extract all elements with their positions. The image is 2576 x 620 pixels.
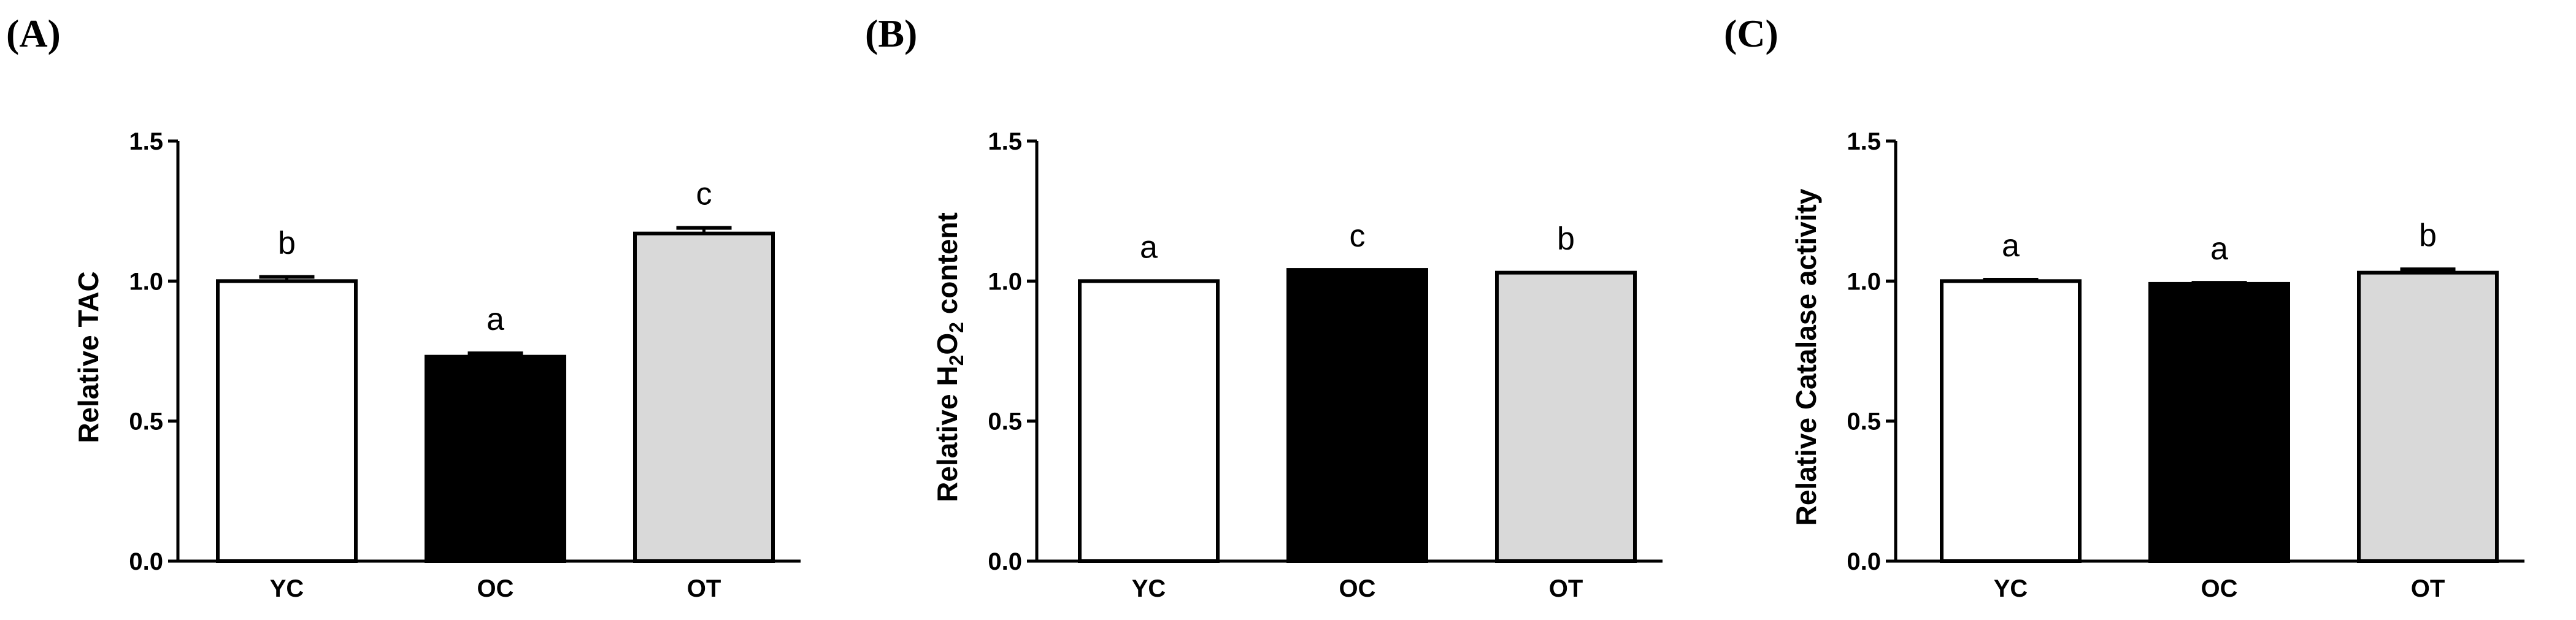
significance-letter: a xyxy=(486,302,504,337)
y-tick-label: 0.0 xyxy=(988,548,1022,575)
y-tick-label: 1.5 xyxy=(1847,128,1881,155)
bar xyxy=(1940,279,2082,563)
significance-letter: c xyxy=(696,177,712,212)
panel-a: (A) 0.0 0.5 1.0 1.5 b YC a OC c OT Relative TAC xyxy=(0,0,859,620)
chart-b: 0.0 0.5 1.0 1.5 a YC c OC b OT Relative H2O2 conte… xyxy=(931,128,1663,602)
panel-letter: (C) xyxy=(1724,12,1778,55)
bar xyxy=(425,354,566,564)
x-tick-label: OT xyxy=(1549,575,1583,602)
y-axis-label: Relative Catalase activity xyxy=(1790,188,1822,526)
x-tick-label: YC xyxy=(1994,575,2028,602)
bar xyxy=(216,279,358,563)
significance-letter: b xyxy=(2419,218,2437,253)
y-tick-label: 1.0 xyxy=(988,268,1022,295)
x-tick-label: YC xyxy=(1132,575,1166,602)
y-tick-label: 0.0 xyxy=(1847,548,1881,575)
bar xyxy=(1495,270,1637,563)
bar xyxy=(2148,281,2290,563)
y-tick-label: 0.5 xyxy=(988,408,1022,435)
y-tick-label: 1.5 xyxy=(129,128,163,155)
y-tick-label: 0.5 xyxy=(129,408,163,435)
panel-letter: (B) xyxy=(865,12,918,55)
panel-c: (C) 0.0 0.5 1.0 1.5 a YC a OC b OT Relative Catala… xyxy=(1718,0,2576,620)
x-tick-label: OT xyxy=(2411,575,2445,602)
significance-letter: b xyxy=(1557,221,1575,257)
significance-letter: a xyxy=(2210,231,2228,267)
y-tick-label: 0.0 xyxy=(129,548,163,575)
chart-a: 0.0 0.5 1.0 1.5 b YC a OC c OT Relative TAC xyxy=(72,128,801,602)
x-tick-label: OC xyxy=(477,575,514,602)
bar xyxy=(1078,279,1220,563)
panel-b: (B) 0.0 0.5 1.0 1.5 a YC c OC b OT Relative H2O2 c… xyxy=(859,0,1718,620)
significance-letter: b xyxy=(278,225,296,261)
chart-c: 0.0 0.5 1.0 1.5 a YC a OC b OT Relative Catalase a… xyxy=(1790,128,2524,602)
significance-letter: c xyxy=(1350,218,1366,254)
y-tick-label: 0.5 xyxy=(1847,408,1881,435)
y-tick-label: 1.0 xyxy=(129,268,163,295)
significance-letter: a xyxy=(1140,229,1158,265)
y-axis-label: Relative TAC xyxy=(72,271,104,443)
y-tick-label: 1.5 xyxy=(988,128,1022,155)
y-axis-label: Relative H2O2 content xyxy=(931,212,967,502)
x-tick-label: YC xyxy=(270,575,304,602)
y-tick-label: 1.0 xyxy=(1847,268,1881,295)
x-tick-label: OC xyxy=(2201,575,2238,602)
x-tick-label: OT xyxy=(687,575,721,602)
panel-letter: (A) xyxy=(6,12,61,55)
x-tick-label: OC xyxy=(1339,575,1376,602)
bar xyxy=(1286,268,1428,563)
bar xyxy=(2357,270,2499,563)
significance-letter: a xyxy=(2002,228,2020,264)
bar xyxy=(633,231,775,563)
